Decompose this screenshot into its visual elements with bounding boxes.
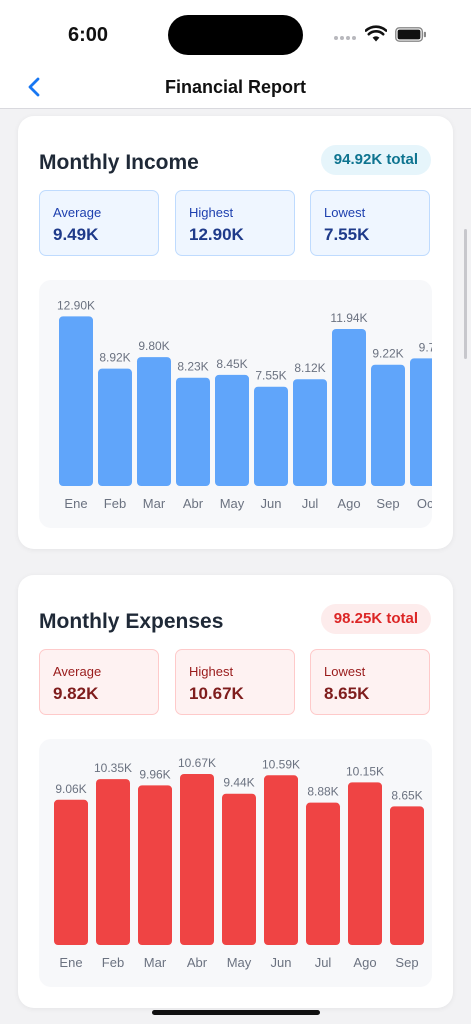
income-bar-oct[interactable] (410, 358, 432, 486)
income-chart-svg: 12.90K Ene 8.92K Feb 9.80K Mar 8.23K Abr 8.45K Ma… (57, 298, 432, 511)
expenses-value-label: 9.06K (55, 782, 86, 796)
expenses-title: Monthly Expenses (39, 610, 224, 633)
expenses-value-label: 10.15K (346, 764, 384, 778)
expenses-highest-stat: Highest 10.67K (175, 649, 295, 715)
income-value-label: 8.23K (177, 360, 208, 374)
expenses-value-label: 10.35K (94, 761, 132, 775)
expenses-bar-may[interactable] (222, 793, 256, 945)
scroll-indicator[interactable] (464, 229, 467, 359)
expenses-category-label: Ene (59, 955, 82, 970)
expenses-category-label: Ago (353, 955, 376, 970)
income-category-label: Feb (104, 496, 126, 511)
expenses-category-label: Mar (144, 955, 167, 970)
income-bar-jul[interactable] (293, 379, 327, 486)
stat-value: 7.55K (324, 225, 370, 244)
expenses-category-label: Abr (187, 955, 208, 970)
income-category-label: May (220, 496, 245, 511)
cellular-signal-icon (334, 36, 356, 40)
income-value-label: 11.94K (330, 311, 367, 325)
expenses-category-label: Sep (395, 955, 418, 970)
income-bar-sep[interactable] (371, 364, 405, 486)
income-card: Monthly Income 94.92K total Average 9.49… (18, 116, 453, 549)
expenses-bar-jul[interactable] (306, 802, 340, 945)
income-value-label: 7.55K (255, 369, 286, 383)
income-total-badge: 94.92K total (320, 145, 431, 175)
stat-label: Average (53, 205, 102, 220)
income-highest-stat: Highest 12.90K (175, 190, 295, 256)
income-value-label: 9.22K (372, 347, 403, 361)
income-bar-ago[interactable] (332, 328, 366, 486)
expenses-category-label: Feb (102, 955, 124, 970)
expenses-value-label: 9.96K (139, 767, 170, 781)
expenses-value-label: 10.59K (262, 757, 300, 771)
dynamic-island (168, 15, 303, 55)
income-category-label: Oct (417, 496, 432, 511)
income-category-label: Abr (183, 496, 204, 511)
income-bar-mar[interactable] (137, 357, 171, 486)
income-category-label: Ago (337, 496, 360, 511)
status-time: 6:00 (68, 24, 109, 46)
income-average-stat: Average 9.49K (39, 190, 159, 256)
income-title: Monthly Income (39, 151, 199, 174)
stat-value: 9.82K (53, 684, 99, 703)
income-bar-ene[interactable] (59, 316, 93, 486)
stat-label: Highest (189, 664, 234, 679)
income-value-label: 9.7 (419, 340, 432, 354)
expenses-category-label: Jun (271, 955, 292, 970)
expenses-bar-sep[interactable] (390, 806, 424, 945)
income-category-label: Sep (376, 496, 399, 511)
expenses-average-stat: Average 9.82K (39, 649, 159, 715)
expenses-bar-feb[interactable] (96, 779, 130, 945)
expenses-bar-chart[interactable]: 9.06K Ene 10.35K Feb 9.96K Mar 10.67K Abr 9.44K M… (39, 739, 432, 987)
expenses-value-label: 10.67K (178, 756, 216, 770)
income-value-label: 8.92K (99, 351, 130, 365)
page-title: Financial Report (164, 77, 307, 97)
income-bar-chart[interactable]: 12.90K Ene 8.92K Feb 9.80K Mar 8.23K Abr 8.45K Ma… (39, 280, 432, 528)
stat-label: Highest (189, 205, 234, 220)
expenses-bar-ene[interactable] (54, 799, 88, 945)
stat-value: 12.90K (189, 225, 244, 244)
income-value-label: 9.80K (138, 339, 169, 353)
income-category-label: Jul (302, 496, 319, 511)
expenses-value-label: 8.88K (307, 785, 338, 799)
expenses-bar-jun[interactable] (264, 775, 298, 945)
expenses-value-label: 8.65K (391, 788, 422, 802)
stat-value: 9.49K (53, 225, 99, 244)
income-bar-feb[interactable] (98, 368, 132, 486)
battery-icon (395, 27, 426, 42)
expenses-bar-abr[interactable] (180, 774, 214, 945)
back-chevron-icon[interactable] (24, 76, 46, 98)
income-lowest-stat: Lowest 7.55K (310, 190, 430, 256)
income-category-label: Mar (143, 496, 166, 511)
stat-label: Lowest (324, 205, 366, 220)
income-value-label: 8.45K (216, 357, 247, 371)
expenses-bar-mar[interactable] (138, 785, 172, 945)
stat-label: Lowest (324, 664, 366, 679)
status-bar: 6:00 (0, 0, 471, 66)
expenses-value-label: 9.44K (223, 776, 254, 790)
expenses-lowest-stat: Lowest 8.65K (310, 649, 430, 715)
wifi-icon (365, 25, 387, 42)
stat-value: 8.65K (324, 684, 370, 703)
navigation-bar: Financial Report (0, 66, 471, 109)
expenses-chart-svg: 9.06K Ene 10.35K Feb 9.96K Mar 10.67K Abr 9.44K M… (54, 756, 424, 970)
expenses-card: Monthly Expenses 98.25K total Average 9.… (18, 575, 453, 1008)
stat-label: Average (53, 664, 102, 679)
income-category-label: Jun (261, 496, 282, 511)
expenses-category-label: May (227, 955, 252, 970)
income-bar-jun[interactable] (254, 386, 288, 486)
income-bar-abr[interactable] (176, 377, 210, 486)
income-value-label: 8.12K (294, 361, 325, 375)
income-category-label: Ene (64, 496, 87, 511)
expenses-total-badge: 98.25K total (320, 604, 431, 634)
expenses-category-label: Jul (315, 955, 332, 970)
report-scroll-view[interactable]: Monthly Income 94.92K total Average 9.49… (0, 109, 471, 1024)
expenses-bar-ago[interactable] (348, 782, 382, 945)
income-value-label: 12.90K (57, 298, 95, 312)
stat-value: 10.67K (189, 684, 244, 703)
income-bar-may[interactable] (215, 374, 249, 486)
home-indicator[interactable] (152, 1010, 320, 1015)
